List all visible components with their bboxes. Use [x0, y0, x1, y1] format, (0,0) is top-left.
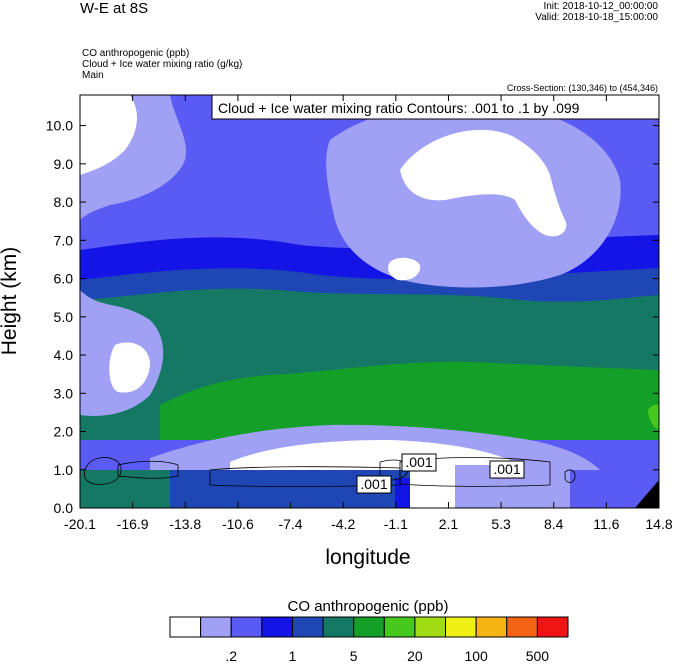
field-upperleft-white — [109, 342, 150, 393]
x-tick-label: -1.1 — [384, 516, 408, 532]
x-tick-label: 2.1 — [439, 516, 459, 532]
x-tick-label: 5.3 — [491, 516, 511, 532]
y-tick-label: 1.0 — [54, 462, 74, 478]
colorbar-swatch — [383, 616, 416, 638]
y-tick-label: 8.0 — [54, 194, 74, 210]
y-tick-label: 9.0 — [54, 156, 74, 172]
y-tick-label: 3.0 — [54, 385, 74, 401]
field-main: Main — [82, 70, 104, 81]
y-axis-title: Height (km) — [0, 247, 21, 356]
colorbar-swatch — [322, 616, 355, 638]
contour-label: .001 — [405, 454, 432, 470]
x-tick-label: -4.2 — [331, 516, 355, 532]
colorbar-label: 1 — [289, 648, 297, 664]
colorbar-label: 20 — [407, 648, 423, 664]
y-axis-ticks: 0.0 1.0 2.0 3.0 4.0 5.0 6.0 7.0 8.0 9.0 10.0 — [46, 118, 659, 516]
y-tick-label: 5.0 — [54, 309, 74, 325]
x-tick-label: 14.8 — [645, 516, 672, 532]
x-tick-label: -20.1 — [64, 516, 96, 532]
colorbar-swatch — [506, 616, 538, 638]
x-axis-ticks: -20.1 -16.9 -13.8 -10.6 -7.4 -4.2 -1.1 2.1 5.3 8.… — [64, 95, 673, 532]
colorbar-swatch — [475, 616, 508, 638]
field-descriptions: CO anthropogenic (ppb) Cloud + Ice water… — [82, 48, 242, 81]
init-time: Init: 2018-10-12_00:00:00 — [543, 1, 658, 12]
colorbar-labels: .2 1 5 20 100 500 — [225, 648, 549, 664]
colorbar-label: 100 — [464, 648, 488, 664]
colorbar-swatch — [445, 616, 477, 638]
colorbar-label: 500 — [526, 648, 550, 664]
colorbar-label: .2 — [225, 648, 237, 664]
field-upperleft-white2 — [80, 95, 137, 175]
field-corner-black — [635, 480, 659, 508]
y-tick-label: 2.0 — [54, 424, 74, 440]
y-tick-label: 4.0 — [54, 347, 74, 363]
x-tick-label: -13.8 — [169, 516, 201, 532]
colorbar-swatch — [414, 616, 447, 638]
time-info: Init: 2018-10-12_00:00:00 Valid: 2018-10… — [535, 1, 658, 23]
x-tick-label: -16.9 — [117, 516, 149, 532]
x-tick-label: 11.6 — [593, 516, 619, 532]
valid-time: Valid: 2018-10-18_15:00:00 — [535, 12, 658, 23]
colorbar-swatch — [536, 616, 569, 638]
contour-label: .001 — [493, 461, 520, 477]
colorbar — [169, 616, 569, 638]
contour-label: .001 — [360, 476, 387, 492]
colorbar-swatch — [230, 616, 263, 638]
x-tick-label: -10.6 — [222, 516, 254, 532]
plot-field — [80, 95, 659, 508]
contour-label-box — [356, 475, 392, 494]
field-lowwhite-band — [230, 440, 510, 472]
field-boundary-teal — [80, 470, 180, 508]
x-axis-title: longitude — [325, 546, 410, 569]
field-upperright-white2 — [388, 257, 421, 281]
y-tick-label: 0.0 — [54, 500, 74, 516]
field-upperright-white — [400, 129, 567, 237]
colorbar-label: 5 — [350, 648, 358, 664]
field-co: CO anthropogenic (ppb) — [82, 48, 190, 59]
y-tick-label: 10.0 — [46, 118, 73, 134]
field-lightgreen-patch — [648, 404, 659, 430]
x-tick-label: -7.4 — [278, 516, 302, 532]
y-tick-label: 7.0 — [54, 232, 74, 248]
y-tick-label: 6.0 — [54, 271, 74, 287]
colorbar-swatch — [353, 616, 385, 638]
chart-title: W-E at 8S — [80, 0, 149, 17]
x-tick-label: 8.4 — [544, 516, 564, 532]
contour-label-box — [401, 453, 437, 472]
field-boundary-white — [410, 470, 460, 508]
contour-labels: .001 .001 .001 — [356, 453, 525, 494]
contour-box-label: Cloud + Ice water mixing ratio Contours:… — [218, 100, 580, 116]
colorbar-swatch — [291, 616, 324, 638]
colorbar-swatch — [200, 616, 232, 638]
field-boundary-medblue — [570, 470, 620, 508]
colorbar-title: CO anthropogenic (ppb) — [288, 598, 449, 615]
field-green-region — [160, 361, 659, 440]
field-cloud: Cloud + Ice water mixing ratio (g/kg) — [82, 59, 243, 70]
cross-section-label: Cross-Section: (130,346) to (454,346) — [506, 83, 658, 93]
colorbar-swatch — [261, 616, 293, 638]
contour-box — [211, 94, 660, 120]
contour-label-box — [489, 460, 525, 479]
field-upperright-light — [326, 103, 621, 288]
colorbar-swatch — [169, 616, 202, 638]
